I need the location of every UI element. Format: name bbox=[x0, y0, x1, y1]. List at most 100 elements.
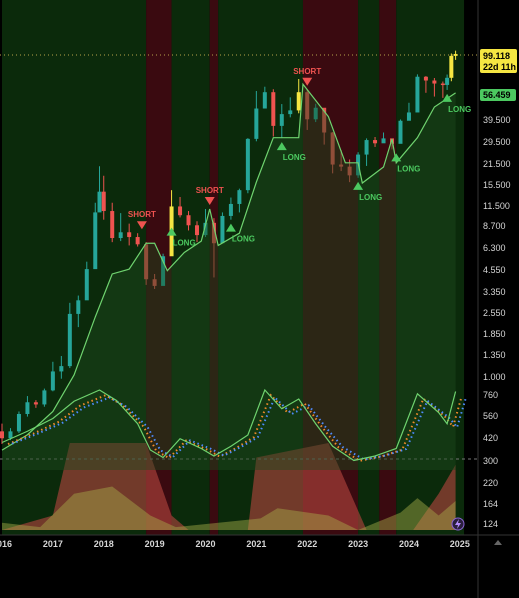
long-label: LONG bbox=[359, 193, 382, 202]
last-price-text: 99.118 bbox=[483, 51, 510, 61]
long-marker bbox=[225, 223, 236, 232]
candle-body bbox=[76, 300, 81, 314]
regime-band-bear bbox=[146, 0, 172, 535]
candle bbox=[440, 81, 445, 98]
time-tick-label: 2017 bbox=[43, 539, 63, 549]
candle bbox=[313, 103, 318, 123]
candle-body bbox=[373, 140, 378, 144]
candle-body bbox=[8, 431, 13, 439]
regime-band-bull bbox=[171, 0, 210, 535]
candle-body bbox=[364, 140, 369, 155]
trail-level-badge-bg bbox=[480, 89, 516, 101]
candle bbox=[373, 136, 378, 147]
candle-body bbox=[406, 112, 411, 121]
candle bbox=[220, 212, 225, 244]
candle-body bbox=[313, 107, 318, 120]
trailing-stop-line bbox=[1, 82, 456, 470]
candle-body bbox=[330, 132, 335, 165]
candle-body bbox=[67, 313, 72, 367]
candle bbox=[178, 196, 183, 218]
candle-body bbox=[178, 206, 183, 216]
candle-body bbox=[296, 92, 301, 111]
candle-body bbox=[33, 402, 38, 405]
candle-body bbox=[42, 390, 47, 405]
candle bbox=[271, 89, 276, 137]
candle bbox=[16, 411, 21, 434]
candle bbox=[296, 78, 301, 114]
lightning-icon bbox=[455, 519, 461, 529]
candle bbox=[432, 78, 437, 97]
last-price-badge-bg bbox=[480, 49, 517, 73]
candle-body bbox=[118, 232, 123, 239]
regime-bands bbox=[2, 0, 465, 535]
candle-body bbox=[110, 211, 115, 239]
short-marker bbox=[136, 221, 147, 230]
price-tick-label: 220 bbox=[483, 478, 498, 488]
candle-body bbox=[398, 120, 403, 144]
candle bbox=[59, 356, 64, 379]
price-tick-label: 11.500 bbox=[483, 201, 510, 211]
time-tick-label: 2019 bbox=[145, 539, 165, 549]
candle-body bbox=[245, 138, 250, 191]
oscillator-main-line bbox=[1, 388, 457, 462]
candle bbox=[195, 221, 199, 243]
long-marker bbox=[442, 93, 453, 102]
candle-body bbox=[25, 402, 30, 414]
price-tick-label: 15.500 bbox=[483, 180, 511, 190]
candle bbox=[254, 90, 259, 142]
regime-band-bear bbox=[302, 0, 359, 535]
candle-body bbox=[254, 108, 259, 139]
candle bbox=[67, 302, 72, 369]
trailing-stop-path bbox=[1, 82, 456, 451]
candle-body bbox=[59, 366, 64, 372]
candle-body bbox=[220, 215, 225, 244]
axis-collapse-control[interactable] bbox=[494, 540, 502, 545]
candle bbox=[406, 102, 411, 121]
time-tick-label: 2025 bbox=[450, 539, 470, 549]
candle bbox=[339, 150, 344, 172]
price-tick-label: 420 bbox=[483, 433, 498, 443]
candle-body bbox=[101, 191, 106, 212]
lightning-button[interactable] bbox=[451, 517, 465, 531]
candle-body bbox=[161, 256, 166, 286]
short-label: SHORT bbox=[196, 186, 224, 195]
candle-body bbox=[445, 77, 450, 85]
chevron-up-icon bbox=[494, 540, 502, 545]
candle-body bbox=[453, 53, 458, 56]
candle bbox=[381, 132, 386, 144]
candle bbox=[262, 86, 267, 109]
candle bbox=[453, 50, 458, 60]
candle-body bbox=[271, 92, 276, 126]
candle-body bbox=[186, 215, 191, 226]
candle bbox=[50, 361, 55, 392]
trail-level-badge: 56.459 bbox=[480, 89, 516, 101]
candle bbox=[93, 202, 98, 270]
price-tick-label: 4.550 bbox=[483, 265, 506, 275]
price-tick-label: 6.300 bbox=[483, 243, 506, 253]
candle bbox=[135, 233, 140, 247]
price-tick-label: 1.000 bbox=[483, 372, 506, 382]
candle-body bbox=[84, 269, 89, 301]
time-tick-label: 2022 bbox=[297, 539, 317, 549]
candle bbox=[423, 76, 428, 93]
long-label: LONG bbox=[397, 164, 420, 173]
price-tick-label: 8.700 bbox=[483, 221, 506, 231]
short-marker bbox=[204, 197, 215, 206]
oscillator-signal-orange bbox=[7, 393, 463, 462]
candle bbox=[364, 138, 369, 166]
long-label: LONG bbox=[448, 105, 471, 114]
time-tick-label: 2023 bbox=[348, 539, 368, 549]
candle-body bbox=[211, 222, 216, 244]
long-marker bbox=[353, 181, 364, 190]
candle-body bbox=[262, 92, 267, 109]
candle-body bbox=[322, 107, 327, 133]
price-tick-label: 164 bbox=[483, 499, 498, 509]
candle bbox=[97, 166, 102, 213]
price-tick-label: 39.500 bbox=[483, 115, 511, 125]
price-tick-label: 124 bbox=[483, 519, 498, 529]
trail-level-text: 56.459 bbox=[483, 90, 511, 100]
